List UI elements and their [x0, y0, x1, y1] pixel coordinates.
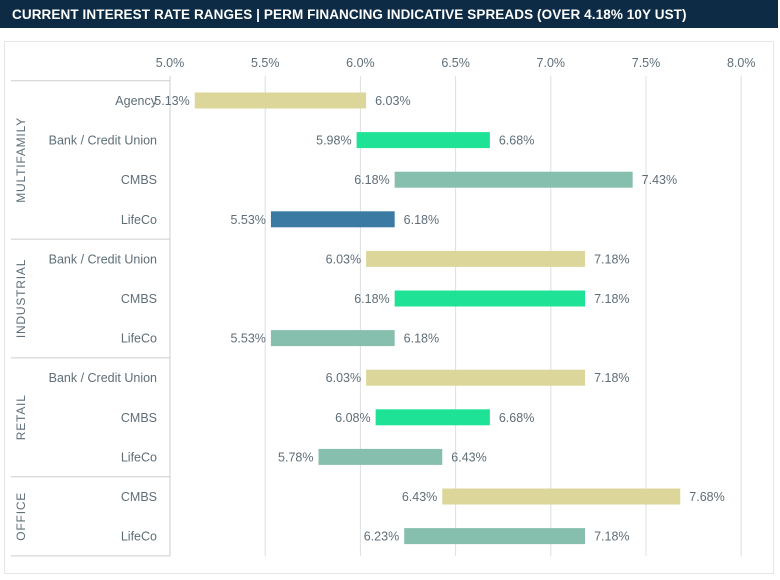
high-value-label: 6.43%: [451, 450, 486, 464]
range-bar: [194, 92, 367, 109]
low-value-label: 6.03%: [326, 371, 361, 385]
high-value-label: 6.68%: [499, 411, 534, 425]
high-value-label: 6.18%: [404, 332, 439, 346]
high-value-label: 7.43%: [642, 173, 677, 187]
low-value-label: 6.18%: [354, 173, 389, 187]
range-bar: [366, 250, 586, 267]
category-label: CMBS: [121, 173, 157, 187]
x-tick-label: 7.5%: [632, 56, 661, 70]
range-bar: [442, 488, 681, 505]
range-bar: [356, 132, 490, 149]
high-value-label: 7.18%: [594, 371, 629, 385]
high-value-label: 6.03%: [375, 94, 410, 108]
category-label: LifeCo: [121, 450, 157, 464]
low-value-label: 5.53%: [230, 213, 265, 227]
x-tick-label: 7.0%: [537, 56, 566, 70]
category-label: Bank / Credit Union: [49, 134, 157, 148]
low-value-label: 6.23%: [364, 530, 399, 544]
category-label: CMBS: [121, 490, 157, 504]
range-bar: [394, 171, 633, 188]
range-bar: [270, 211, 395, 228]
high-value-label: 6.18%: [404, 213, 439, 227]
low-value-label: 6.43%: [402, 490, 437, 504]
low-value-label: 5.78%: [278, 450, 313, 464]
x-tick-label: 8.0%: [727, 56, 756, 70]
range-bar: [318, 448, 443, 465]
chart-title-bar: CURRENT INTEREST RATE RANGES | PERM FINA…: [0, 0, 778, 28]
high-value-label: 7.68%: [689, 490, 724, 504]
low-value-label: 6.18%: [354, 292, 389, 306]
high-value-label: 6.68%: [499, 134, 534, 148]
range-bar: [375, 409, 490, 426]
high-value-label: 7.18%: [594, 530, 629, 544]
x-tick-label: 5.5%: [251, 56, 280, 70]
low-value-label: 6.03%: [326, 252, 361, 266]
group-label: MULTIFAMILY: [14, 117, 28, 203]
low-value-label: 5.98%: [316, 134, 351, 148]
category-label: Bank / Credit Union: [49, 371, 157, 385]
x-tick-label: 5.0%: [156, 56, 185, 70]
category-label: LifeCo: [121, 332, 157, 346]
category-label: CMBS: [121, 292, 157, 306]
category-label: LifeCo: [121, 530, 157, 544]
category-label: LifeCo: [121, 213, 157, 227]
chart-title: CURRENT INTEREST RATE RANGES | PERM FINA…: [12, 7, 687, 22]
x-tick-label: 6.5%: [441, 56, 470, 70]
range-bar: [270, 330, 395, 347]
range-bar: [404, 528, 586, 545]
low-value-label: 6.08%: [335, 411, 370, 425]
group-label: RETAIL: [14, 394, 28, 440]
high-value-label: 7.18%: [594, 252, 629, 266]
group-label: OFFICE: [14, 492, 28, 541]
chart-frame: [4, 41, 774, 574]
group-label: INDUSTRIAL: [14, 259, 28, 338]
high-value-label: 7.18%: [594, 292, 629, 306]
category-label: Bank / Credit Union: [49, 252, 157, 266]
low-value-label: 5.53%: [230, 332, 265, 346]
category-label: Agency: [115, 94, 157, 108]
x-tick-label: 6.0%: [346, 56, 375, 70]
range-bar: [366, 369, 586, 386]
category-label: CMBS: [121, 411, 157, 425]
low-value-label: 5.13%: [154, 94, 189, 108]
range-bar: [394, 290, 586, 307]
